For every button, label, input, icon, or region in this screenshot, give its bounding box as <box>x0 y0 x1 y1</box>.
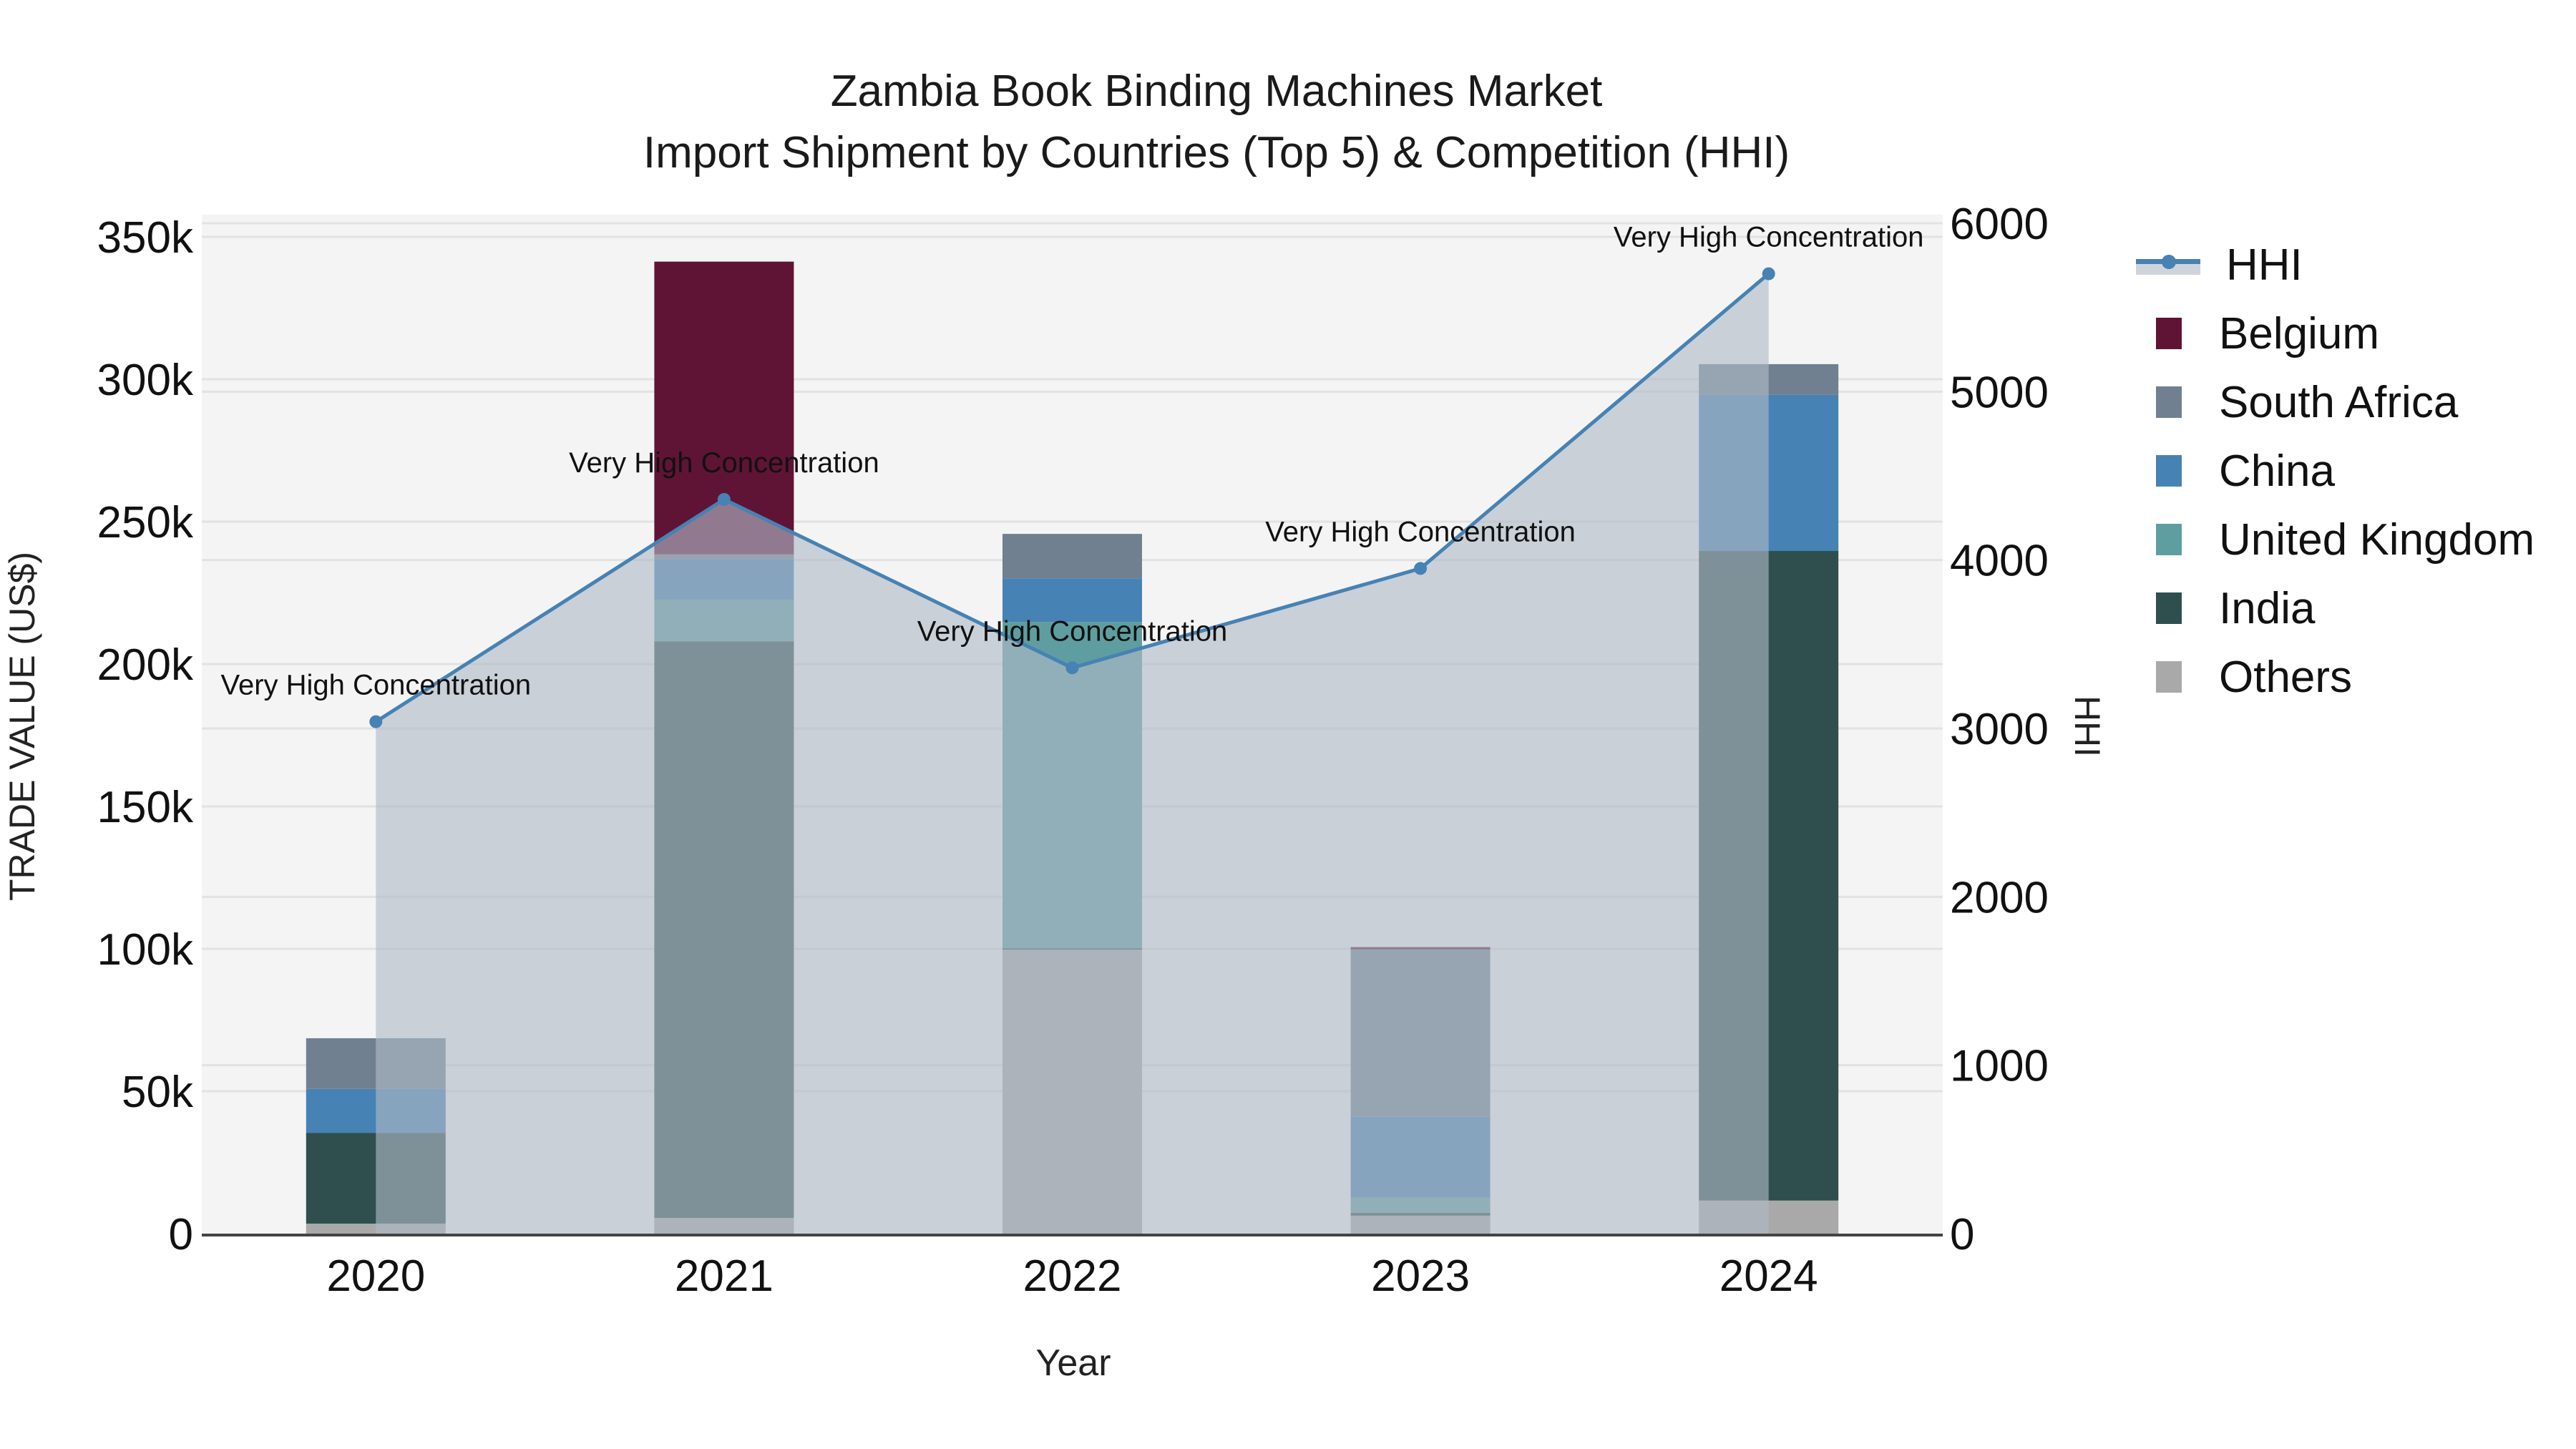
chart-title-line-1: Zambia Book Binding Machines Market <box>830 67 1603 116</box>
legend-label: Others <box>2219 652 2353 702</box>
y-left-tick-label: 350k <box>97 213 194 263</box>
hhi-annotation: Very High Concentration <box>1265 516 1576 547</box>
x-axis-title: Year <box>1035 1342 1111 1384</box>
legend-label: China <box>2219 446 2335 496</box>
hhi-point[interactable] <box>1762 267 1775 280</box>
y-left-tick-label: 300k <box>97 356 194 405</box>
y-right-tick-label: 6000 <box>1950 200 2049 249</box>
x-tick-label: 2023 <box>1371 1252 1470 1301</box>
legend-label: HHI <box>2226 240 2303 290</box>
x-tick-label: 2020 <box>326 1252 425 1301</box>
axes: 0 50k 100k 150k 200k 250k 300k 350k 0 1000 2000 300… <box>97 200 2049 1301</box>
hhi-point[interactable] <box>369 715 383 728</box>
bar-segment-china[interactable] <box>1002 578 1142 623</box>
y-right-tick-label: 5000 <box>1950 368 2049 417</box>
square-swatch-icon <box>2156 592 2182 624</box>
line-marker-icon <box>2136 255 2200 275</box>
square-swatch-icon <box>2156 661 2182 693</box>
square-swatch-icon <box>2156 318 2182 349</box>
legend-item-united-kingdom[interactable]: United Kingdom <box>2129 505 2534 574</box>
legend-label: United Kingdom <box>2219 514 2535 565</box>
y-left-tick-label: 150k <box>97 783 194 832</box>
y-right-tick-label: 0 <box>1950 1210 1974 1259</box>
legend: HHI Belgium South Africa China United Ki… <box>2129 230 2534 711</box>
legend-label: India <box>2219 583 2316 633</box>
x-tick-label: 2022 <box>1023 1252 1122 1301</box>
hhi-annotation: Very High Concentration <box>1614 222 1924 253</box>
y-right-tick-label: 3000 <box>1950 705 2049 754</box>
hhi-point[interactable] <box>1065 661 1079 675</box>
y-left-tick-label: 100k <box>97 925 194 975</box>
square-swatch-icon <box>2156 386 2182 418</box>
y-axis-right-title: HHI <box>2067 696 2107 757</box>
hhi-annotation: Very High Concentration <box>221 670 532 701</box>
legend-label: Belgium <box>2219 308 2379 358</box>
chart-title-line-2: Import Shipment by Countries (Top 5) & C… <box>643 128 1790 177</box>
legend-item-belgium[interactable]: Belgium <box>2129 299 2534 368</box>
legend-item-hhi[interactable]: HHI <box>2129 230 2534 299</box>
square-swatch-icon <box>2156 524 2182 555</box>
legend-label: South Africa <box>2219 377 2459 427</box>
legend-item-others[interactable]: Others <box>2129 643 2534 711</box>
y-axis-left-title: TRADE VALUE (US$) <box>2 552 42 901</box>
y-left-tick-label: 250k <box>97 498 194 547</box>
x-tick-label: 2021 <box>675 1252 774 1301</box>
y-left-tick-label: 0 <box>169 1210 193 1259</box>
bar-segment-south-africa[interactable] <box>1002 534 1142 579</box>
y-right-tick-label: 2000 <box>1950 873 2049 922</box>
legend-item-india[interactable]: India <box>2129 574 2534 643</box>
hhi-annotation: Very High Concentration <box>569 447 879 479</box>
x-tick-label: 2024 <box>1719 1252 1818 1301</box>
y-left-tick-label: 50k <box>122 1068 194 1117</box>
hhi-annotation: Very High Concentration <box>917 615 1228 647</box>
y-right-tick-label: 1000 <box>1950 1042 2049 1091</box>
square-swatch-icon <box>2156 455 2182 487</box>
hhi-point[interactable] <box>1414 562 1428 575</box>
y-left-tick-label: 200k <box>97 640 194 690</box>
y-right-tick-label: 4000 <box>1950 537 2049 586</box>
legend-item-south-africa[interactable]: South Africa <box>2129 368 2534 436</box>
hhi-line: Very High Concentration Very High Concent… <box>221 222 1924 1234</box>
hhi-point[interactable] <box>717 492 731 506</box>
legend-item-china[interactable]: China <box>2129 436 2534 505</box>
